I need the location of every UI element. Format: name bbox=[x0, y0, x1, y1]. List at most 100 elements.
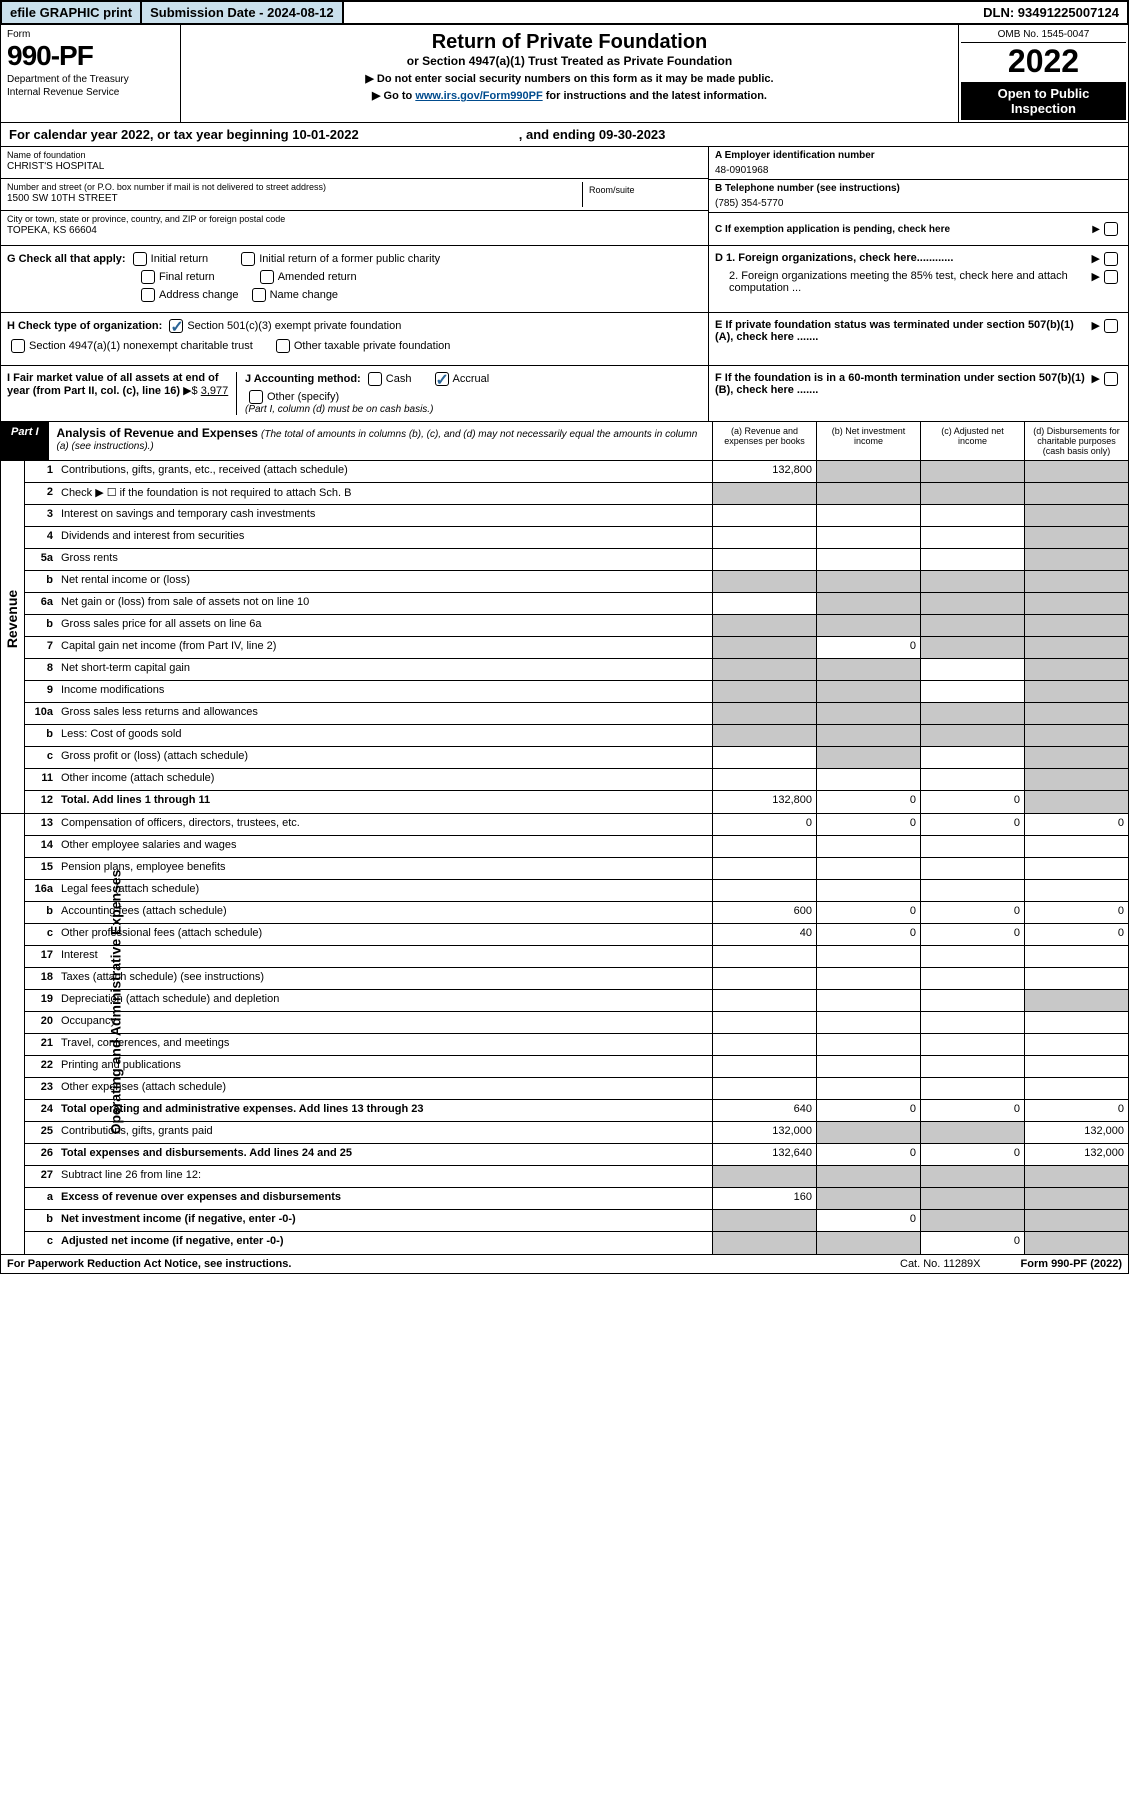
table-row: 14Other employee salaries and wages bbox=[25, 836, 1128, 858]
expenses-side-label: Operating and Administrative Expenses bbox=[107, 870, 123, 1135]
goto-note: ▶ Go to www.irs.gov/Form990PF for instru… bbox=[189, 89, 950, 102]
table-row: 17Interest bbox=[25, 946, 1128, 968]
cell-d bbox=[1024, 615, 1128, 636]
line-description: Contributions, gifts, grants paid bbox=[57, 1122, 712, 1143]
line-number: a bbox=[25, 1188, 57, 1209]
line-number: 24 bbox=[25, 1100, 57, 1121]
cell-d bbox=[1024, 946, 1128, 967]
cell-c: 0 bbox=[920, 1144, 1024, 1165]
address-label: Number and street (or P.O. box number if… bbox=[7, 182, 582, 192]
line-description: Capital gain net income (from Part IV, l… bbox=[57, 637, 712, 658]
e-label: E If private foundation status was termi… bbox=[715, 319, 1092, 343]
other-taxable-checkbox[interactable] bbox=[276, 339, 290, 353]
form-subtitle: or Section 4947(a)(1) Trust Treated as P… bbox=[189, 54, 950, 68]
d1-label: D 1. Foreign organizations, check here..… bbox=[715, 252, 1092, 266]
table-row: 7Capital gain net income (from Part IV, … bbox=[25, 637, 1128, 659]
cell-c bbox=[920, 1210, 1024, 1231]
foundation-name: CHRIST'S HOSPITAL bbox=[7, 161, 702, 172]
line-number: 10a bbox=[25, 703, 57, 724]
cell-c bbox=[920, 593, 1024, 614]
line-description: Depreciation (attach schedule) and deple… bbox=[57, 990, 712, 1011]
line-number: 5a bbox=[25, 549, 57, 570]
cell-a: 132,000 bbox=[712, 1122, 816, 1143]
irs-link[interactable]: www.irs.gov/Form990PF bbox=[415, 90, 542, 102]
line-number: 26 bbox=[25, 1144, 57, 1165]
cell-d bbox=[1024, 637, 1128, 658]
c-checkbox[interactable] bbox=[1104, 222, 1118, 236]
cell-b bbox=[816, 461, 920, 482]
line-number: 19 bbox=[25, 990, 57, 1011]
amended-return-checkbox[interactable] bbox=[260, 270, 274, 284]
501c3-checkbox[interactable] bbox=[169, 319, 183, 333]
table-row: bGross sales price for all assets on lin… bbox=[25, 615, 1128, 637]
cell-d bbox=[1024, 681, 1128, 702]
d1-checkbox[interactable] bbox=[1104, 252, 1118, 266]
cash-checkbox[interactable] bbox=[368, 372, 382, 386]
f-checkbox[interactable] bbox=[1104, 372, 1118, 386]
table-row: bNet rental income or (loss) bbox=[25, 571, 1128, 593]
cell-d bbox=[1024, 527, 1128, 548]
d2-checkbox[interactable] bbox=[1104, 270, 1118, 284]
line-number: 3 bbox=[25, 505, 57, 526]
initial-return-checkbox[interactable] bbox=[133, 252, 147, 266]
cell-c bbox=[920, 968, 1024, 989]
line-description: Other employee salaries and wages bbox=[57, 836, 712, 857]
accrual-checkbox[interactable] bbox=[435, 372, 449, 386]
cell-c bbox=[920, 836, 1024, 857]
final-return-checkbox[interactable] bbox=[141, 270, 155, 284]
cell-c bbox=[920, 1078, 1024, 1099]
name-change-checkbox[interactable] bbox=[252, 288, 266, 302]
cell-b: 0 bbox=[816, 902, 920, 923]
line-description: Net rental income or (loss) bbox=[57, 571, 712, 592]
cell-d bbox=[1024, 1078, 1128, 1099]
f-label: F If the foundation is in a 60-month ter… bbox=[715, 372, 1092, 396]
cell-c bbox=[920, 1122, 1024, 1143]
cell-b: 0 bbox=[816, 1100, 920, 1121]
cell-b bbox=[816, 483, 920, 504]
cell-c bbox=[920, 1056, 1024, 1077]
table-row: 20Occupancy bbox=[25, 1012, 1128, 1034]
cell-c bbox=[920, 1012, 1024, 1033]
line-number: 1 bbox=[25, 461, 57, 482]
line-description: Total. Add lines 1 through 11 bbox=[57, 791, 712, 813]
line-number: 21 bbox=[25, 1034, 57, 1055]
check-block-h: H Check type of organization: Section 50… bbox=[0, 313, 1129, 366]
table-row: 27Subtract line 26 from line 12: bbox=[25, 1166, 1128, 1188]
initial-former-checkbox[interactable] bbox=[241, 252, 255, 266]
table-row: 16aLegal fees (attach schedule) bbox=[25, 880, 1128, 902]
col-b-header: (b) Net investment income bbox=[816, 422, 920, 460]
cell-a bbox=[712, 681, 816, 702]
cell-a bbox=[712, 483, 816, 504]
cell-c bbox=[920, 571, 1024, 592]
cell-b bbox=[816, 549, 920, 570]
table-row: 13Compensation of officers, directors, t… bbox=[25, 814, 1128, 836]
cell-d bbox=[1024, 593, 1128, 614]
line-description: Taxes (attach schedule) (see instruction… bbox=[57, 968, 712, 989]
cell-c bbox=[920, 769, 1024, 790]
d2-label: 2. Foreign organizations meeting the 85%… bbox=[729, 270, 1092, 294]
line-number: 7 bbox=[25, 637, 57, 658]
line-number: 8 bbox=[25, 659, 57, 680]
cell-a bbox=[712, 858, 816, 879]
line-description: Net short-term capital gain bbox=[57, 659, 712, 680]
cell-a bbox=[712, 549, 816, 570]
line-description: Gross rents bbox=[57, 549, 712, 570]
cell-a bbox=[712, 615, 816, 636]
cell-a bbox=[712, 1166, 816, 1187]
line-description: Less: Cost of goods sold bbox=[57, 725, 712, 746]
line-description: Other expenses (attach schedule) bbox=[57, 1078, 712, 1099]
4947-checkbox[interactable] bbox=[11, 339, 25, 353]
line-number: b bbox=[25, 571, 57, 592]
other-method-checkbox[interactable] bbox=[249, 390, 263, 404]
efile-button[interactable]: efile GRAPHIC print bbox=[2, 2, 142, 23]
cell-b bbox=[816, 836, 920, 857]
line-number: 9 bbox=[25, 681, 57, 702]
line-description: Legal fees (attach schedule) bbox=[57, 880, 712, 901]
line-description: Excess of revenue over expenses and disb… bbox=[57, 1188, 712, 1209]
line-description: Total operating and administrative expen… bbox=[57, 1100, 712, 1121]
address-change-checkbox[interactable] bbox=[141, 288, 155, 302]
table-row: 4Dividends and interest from securities bbox=[25, 527, 1128, 549]
cell-a bbox=[712, 703, 816, 724]
submission-date: Submission Date - 2024-08-12 bbox=[142, 2, 344, 23]
e-checkbox[interactable] bbox=[1104, 319, 1118, 333]
